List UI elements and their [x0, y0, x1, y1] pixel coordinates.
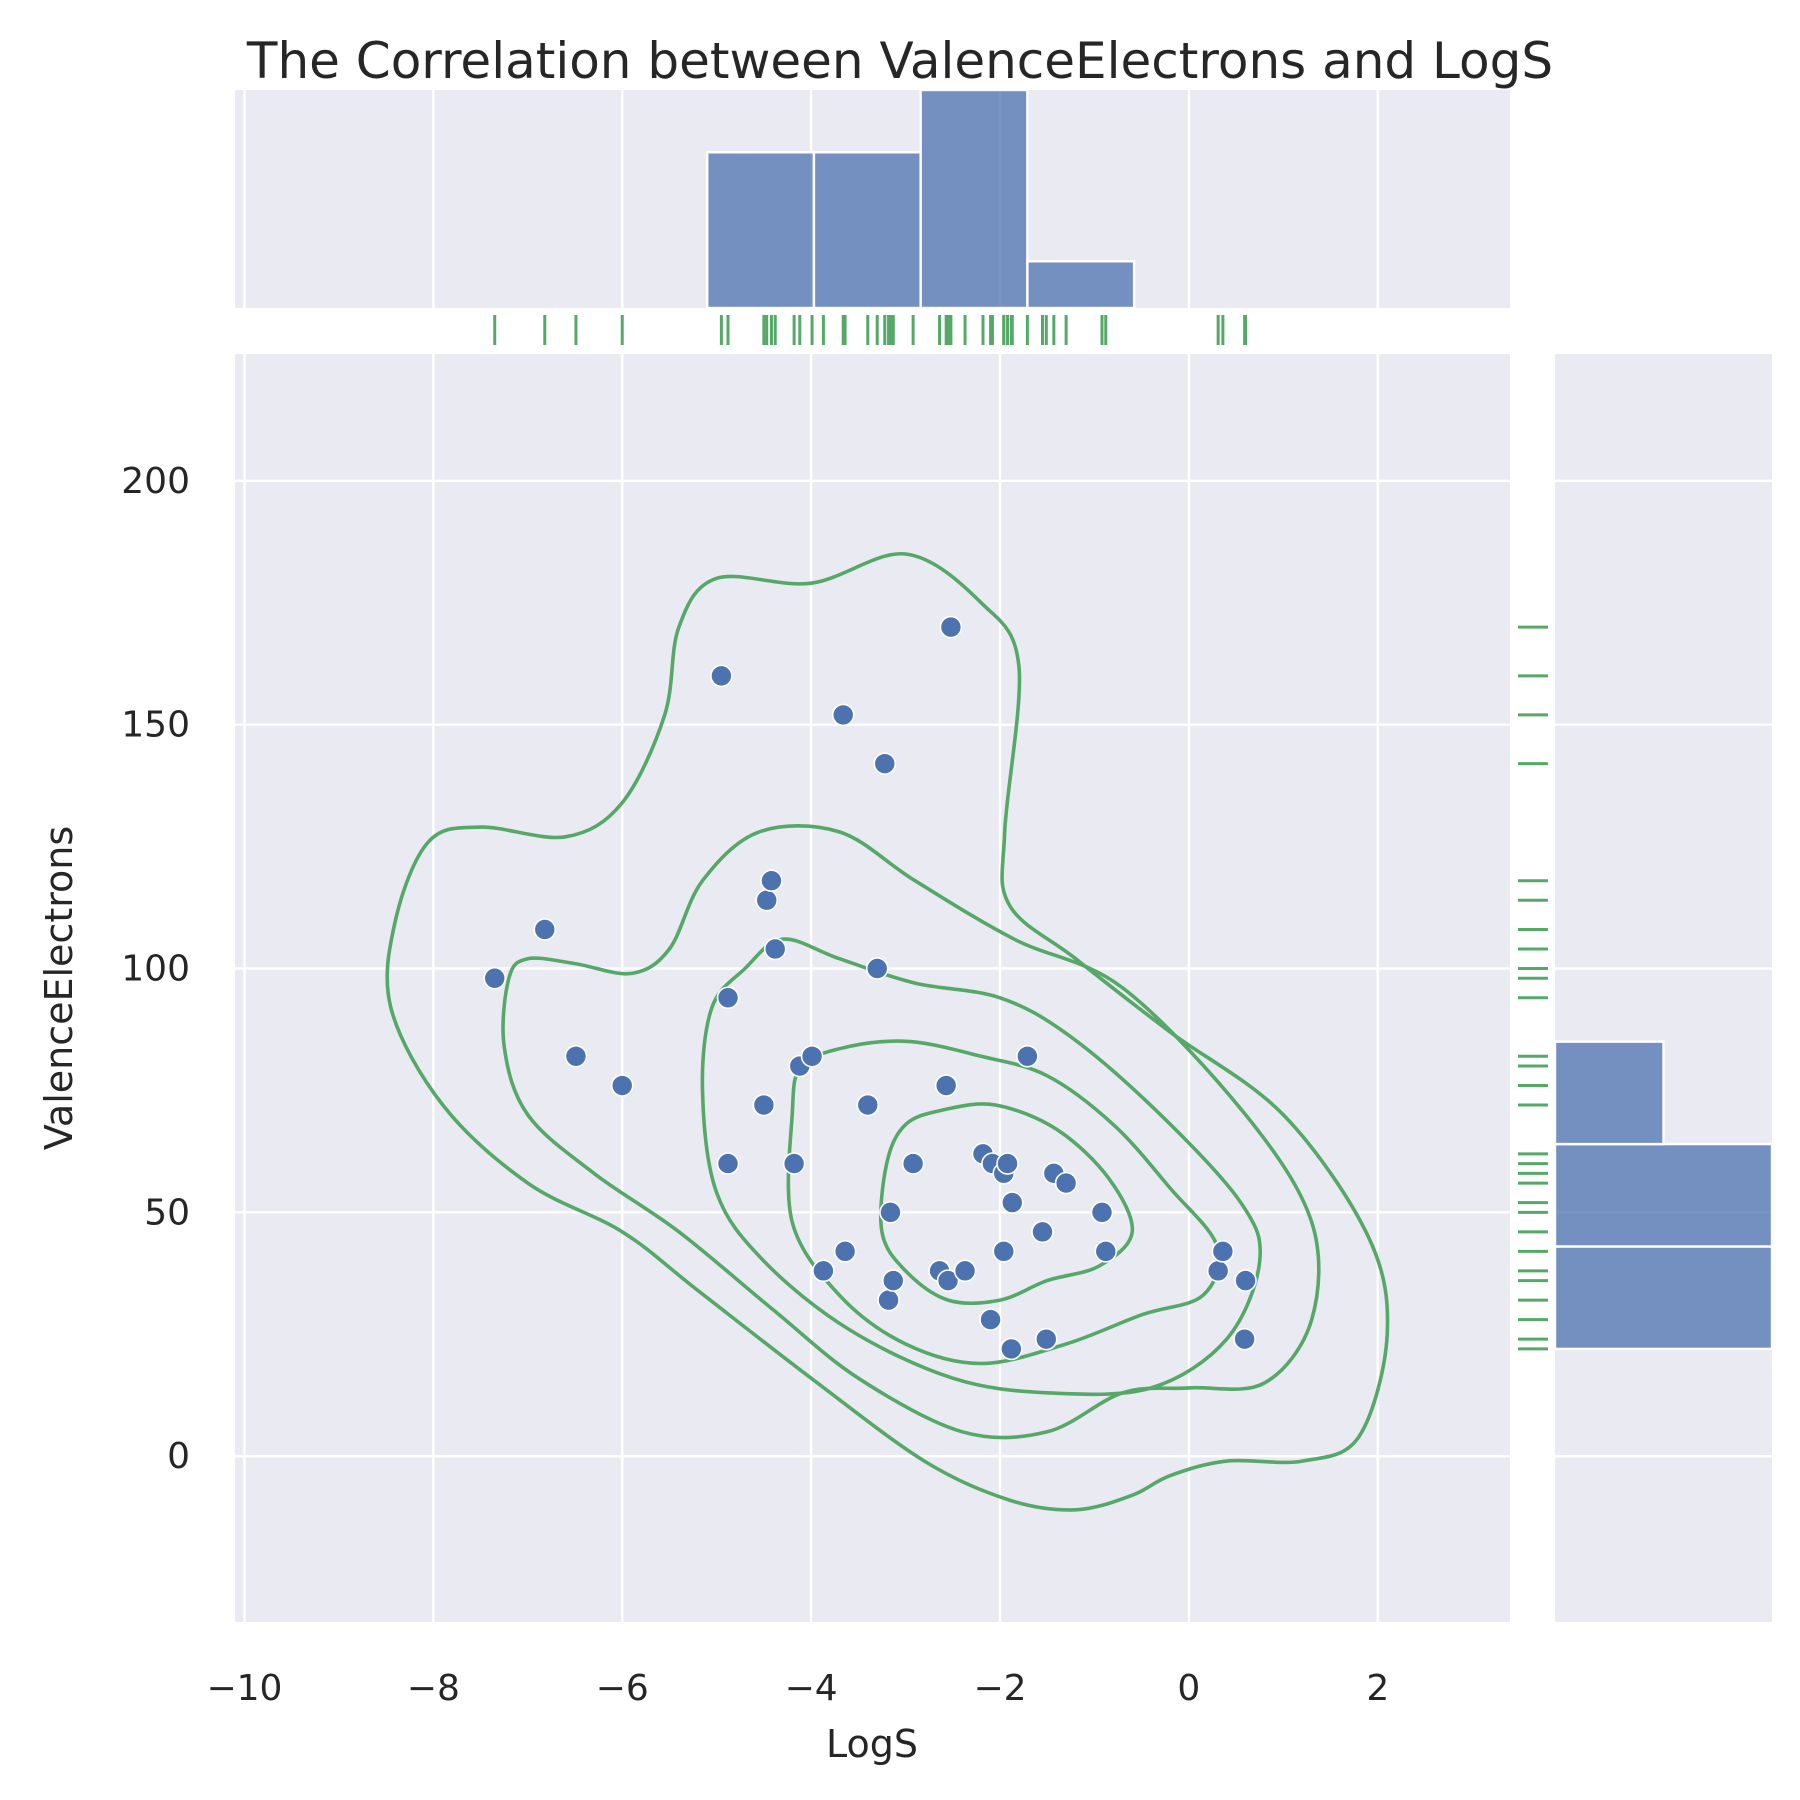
scatter-point — [865, 957, 889, 980]
scatter-point — [979, 1308, 1002, 1331]
scatter-point — [716, 986, 740, 1010]
scatter-point — [936, 1269, 960, 1292]
scatter-point — [1031, 1220, 1054, 1244]
kde-contours — [385, 552, 1390, 1512]
scatter-point — [833, 1240, 857, 1263]
scatter-point — [873, 752, 897, 775]
scatter-point — [1090, 1201, 1114, 1224]
scatter-point — [483, 966, 507, 990]
chart-title: The Correlation between ValenceElectrons… — [246, 32, 1553, 90]
y-tick-label: 100 — [121, 948, 190, 989]
x-axis-label: LogS — [826, 1722, 918, 1766]
x-axis-tick-labels: −10 −8 −6 −4 −2 0 2 — [206, 1668, 1389, 1709]
scatter-point — [763, 937, 787, 961]
scatter-point — [710, 664, 733, 688]
right-histogram-bar — [1553, 1245, 1774, 1351]
scatter-point — [879, 1201, 902, 1224]
scatter-point — [996, 1152, 1019, 1175]
scatter-point — [1016, 1044, 1039, 1068]
scatter-point — [934, 1074, 958, 1097]
kde-contour-line — [385, 552, 1390, 1512]
scatter-points — [483, 615, 1257, 1361]
x-tick-label: −4 — [785, 1668, 838, 1709]
right-histogram-background — [1555, 354, 1772, 1622]
scatter-point — [1000, 1191, 1024, 1214]
right-histogram-bar — [1553, 1142, 1774, 1248]
y-tick-label: 0 — [167, 1436, 190, 1477]
scatter-point — [1233, 1327, 1256, 1351]
scatter-point — [1000, 1337, 1023, 1361]
right-histogram-bar — [1553, 1040, 1665, 1146]
y-axis-label: ValenceElectrons — [37, 826, 81, 1150]
scatter-point — [533, 918, 557, 941]
scatter-point — [831, 703, 855, 727]
scatter-point — [760, 869, 783, 893]
scatter-point — [877, 1288, 900, 1312]
top-histogram-bar — [919, 88, 1029, 310]
scatter-point — [1054, 1171, 1078, 1195]
scatter-point — [1094, 1240, 1118, 1263]
y-axis-tick-labels: 0 50 100 150 200 — [121, 461, 190, 1477]
right-rug-plot — [1518, 625, 1548, 1351]
scatter-point — [782, 1152, 806, 1175]
scatter-point — [992, 1240, 1016, 1263]
scatter-point — [1034, 1327, 1058, 1351]
kde-contour-line — [700, 937, 1263, 1397]
x-tick-label: 2 — [1366, 1668, 1389, 1709]
right-histogram-bars — [1553, 1040, 1774, 1351]
top-histogram-bars — [706, 88, 1136, 310]
x-tick-label: −6 — [596, 1668, 649, 1709]
x-tick-label: −8 — [407, 1668, 460, 1709]
scatter-point — [812, 1259, 835, 1283]
kde-contour-line — [878, 1102, 1135, 1305]
scatter-point — [1234, 1269, 1257, 1292]
kde-contour-line — [501, 824, 1321, 1440]
scatter-point — [752, 1093, 776, 1117]
scatter-point — [610, 1074, 634, 1097]
x-tick-label: −2 — [973, 1668, 1026, 1709]
y-tick-label: 200 — [121, 461, 190, 502]
x-tick-label: −10 — [206, 1668, 282, 1709]
y-tick-label: 50 — [144, 1192, 190, 1233]
top-histogram-bar — [812, 151, 922, 310]
scatter-point — [1211, 1240, 1235, 1263]
top-histogram-bar — [706, 151, 816, 310]
scatter-point — [953, 1259, 977, 1283]
scatter-point — [856, 1093, 880, 1117]
top-rug-plot — [493, 315, 1248, 345]
scatter-point — [939, 615, 963, 639]
scatter-point — [901, 1152, 925, 1175]
top-marginal-histogram — [235, 88, 1510, 310]
main-plot-grid — [235, 354, 1510, 1622]
main-plot-background — [235, 354, 1510, 1622]
right-marginal-histogram — [1553, 354, 1774, 1622]
x-tick-label: 0 — [1177, 1668, 1200, 1709]
scatter-point — [755, 888, 779, 912]
scatter-point — [881, 1269, 905, 1292]
scatter-point — [564, 1044, 588, 1068]
scatter-point — [1206, 1259, 1230, 1283]
top-histogram-bar — [1026, 260, 1136, 310]
y-tick-label: 150 — [121, 705, 190, 746]
scatter-point — [800, 1044, 824, 1068]
scatter-point — [716, 1152, 740, 1175]
main-scatter-panel — [235, 354, 1510, 1622]
